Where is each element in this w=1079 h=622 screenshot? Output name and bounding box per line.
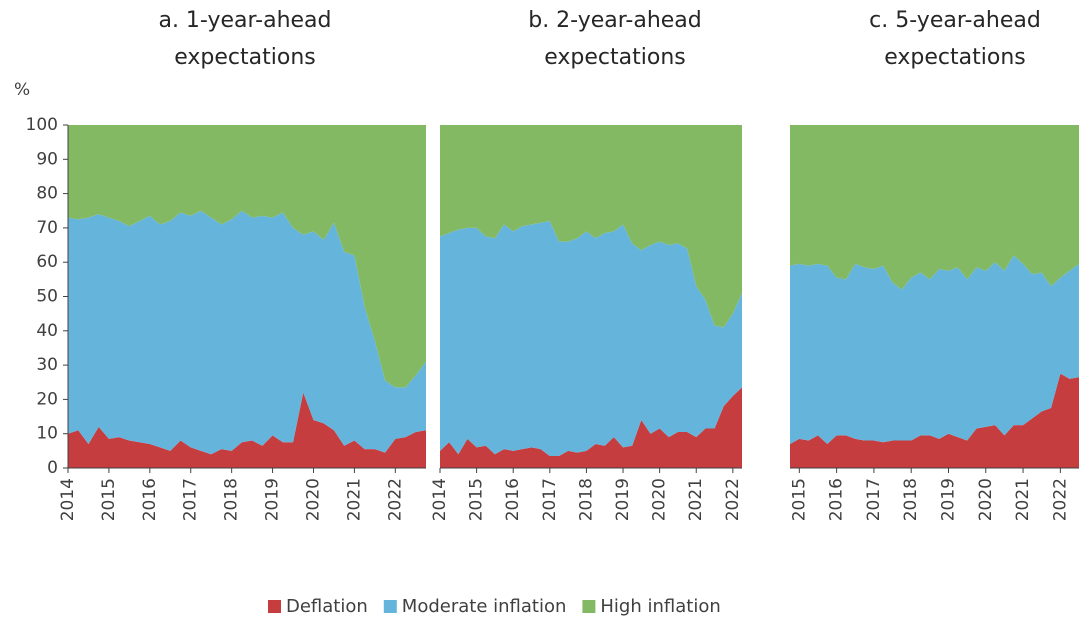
x-tick-label: 2014 [58,478,78,521]
area [440,387,742,468]
y-tick-label: 80 [36,184,58,204]
y-tick-label: 0 [47,458,58,478]
area [440,221,742,456]
panel-title: b. 2-year-ahead expectations [528,8,702,70]
x-tick-label: 2018 [576,478,596,521]
legend-label: Deflation [286,596,368,617]
x-tick-label: 2018 [222,478,242,521]
area [790,373,1079,468]
area [68,392,426,468]
y-tick-label: 20 [36,389,58,409]
x-tick-label: 2017 [540,478,560,521]
x-tick-label: 2015 [467,478,487,521]
x-tick-label: 2016 [503,478,523,521]
legend-swatch [268,600,281,613]
x-tick-label: 2017 [864,478,884,521]
x-tick-label: 2021 [344,478,364,521]
x-tick-label: 2015 [789,478,809,521]
area [440,125,742,328]
x-tick-label: 2015 [99,478,119,521]
y-tick-label: 100 [26,115,58,135]
area [68,210,426,455]
x-tick-label: 2022 [385,478,405,521]
x-tick-label: 2016 [827,478,847,521]
x-tick-label: 2021 [686,478,706,521]
area [68,125,426,388]
area [790,125,1079,290]
x-tick-label: 2020 [976,478,996,521]
y-tick-label: 10 [36,424,58,444]
x-tick-label: 2020 [650,478,670,521]
y-tick-label: 60 [36,252,58,272]
x-tick-label: 2018 [901,478,921,521]
x-tick-label: 2020 [303,478,323,521]
y-tick-label: 90 [36,149,58,169]
x-tick-label: 2022 [723,478,743,521]
x-tick-label: 2019 [613,478,633,521]
legend-swatch [383,600,397,613]
x-tick-label: 2016 [140,478,160,521]
x-tick-label: 2014 [430,478,450,521]
x-tick-label: 2017 [181,478,201,521]
y-unit: % [14,80,30,100]
area [790,255,1079,444]
y-tick-label: 40 [36,321,58,341]
x-tick-label: 2019 [938,478,958,521]
y-tick-label: 50 [36,287,58,307]
panel-title: a. 1-year-ahead expectations [158,8,332,70]
legend-label: Moderate inflation [402,596,567,617]
legend-swatch [582,600,596,613]
x-tick-label: 2019 [263,478,283,521]
x-tick-label: 2022 [1050,478,1070,521]
y-tick-label: 70 [36,218,58,238]
x-tick-label: 2021 [1013,478,1033,521]
panel-title: c. 5-year-ahead expectations [869,8,1041,70]
legend-label: High inflation [600,596,720,617]
y-tick-label: 30 [36,355,58,375]
